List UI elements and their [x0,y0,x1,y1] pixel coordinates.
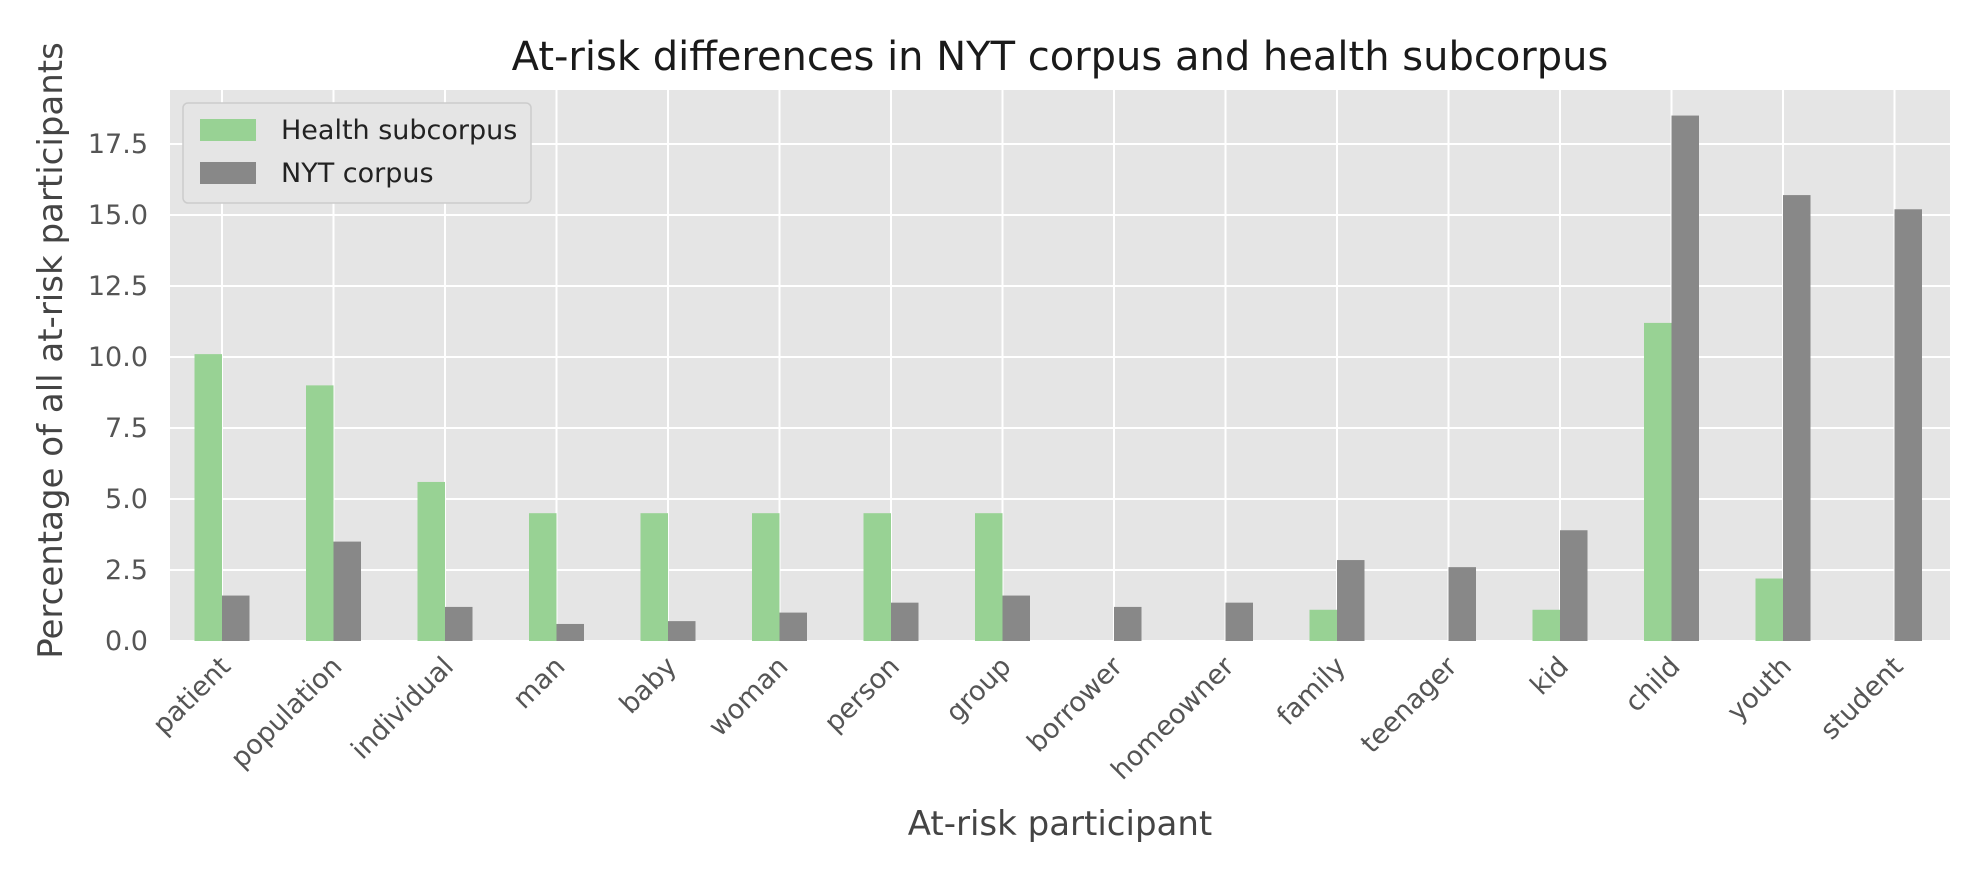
x-tick-label-woman: woman [703,651,795,743]
x-tick-label-kid: kid [1525,651,1575,701]
legend-swatch-health [200,119,256,141]
x-tick-label-baby: baby [614,651,683,720]
x-tick-label-student: student [1815,651,1910,746]
y-tick-labels: 0.0 2.5 5.0 7.5 10.0 12.5 15.0 17.5 [88,129,148,657]
bar-health-child [1644,322,1672,641]
y-tick-label: 5.0 [105,484,148,515]
bar-health-youth [1755,578,1783,641]
x-tick-label-person: person [819,651,906,738]
y-axis-label: Percentage of all at-risk participants [31,42,71,659]
y-tick-label: 10.0 [88,342,148,373]
bars [194,115,1922,641]
y-tick-label: 17.5 [88,129,148,160]
x-axis-label: At-risk participant [908,804,1213,844]
bar-health-family [1309,609,1337,641]
bar-health-group [975,513,1003,641]
bar-nyt-teenager [1448,567,1476,641]
bar-health-person [863,513,891,641]
chart-title: At-risk differences in NYT corpus and he… [512,34,1609,80]
bar-nyt-group [1002,595,1030,641]
y-tick-label: 12.5 [88,271,148,302]
x-tick-label-teenager: teenager [1355,650,1464,759]
x-tick-label-patient: patient [147,651,237,741]
bar-nyt-child [1671,115,1699,641]
legend-label-health: Health subcorpus [281,115,517,146]
bar-nyt-student [1894,209,1922,641]
bar-nyt-individual [445,606,473,641]
y-tick-label: 15.0 [88,200,148,231]
bar-nyt-person [891,602,919,641]
bar-nyt-patient [222,595,250,641]
bar-nyt-borrower [1114,606,1142,641]
x-tick-label-individual: individual [345,651,460,766]
legend-label-nyt: NYT corpus [281,158,434,189]
bar-nyt-kid [1560,530,1588,641]
bar-health-individual [417,481,445,641]
bar-nyt-youth [1783,195,1811,641]
x-tick-label-man: man [507,651,571,715]
bar-nyt-baby [668,621,696,641]
y-tick-label: 0.0 [105,626,148,657]
x-tick-label-family: family [1271,651,1352,732]
x-tick-label-child: child [1619,651,1686,718]
bar-nyt-homeowner [1225,602,1253,641]
legend-swatch-nyt [200,162,256,184]
legend: Health subcorpus NYT corpus [182,102,532,204]
y-tick-label: 7.5 [105,413,148,444]
y-tick-label: 2.5 [105,555,148,586]
x-tick-label-borrower: borrower [1021,650,1129,758]
bar-health-woman [752,513,780,641]
x-tick-label-youth: youth [1721,651,1798,728]
bar-health-population [306,385,334,641]
bar-health-man [529,513,557,641]
bar-nyt-woman [779,612,807,641]
bar-health-baby [640,513,668,641]
bar-health-patient [194,354,222,641]
bar-nyt-population [333,541,361,641]
x-tick-label-group: group [940,651,1017,728]
bar-health-kid [1532,609,1560,641]
legend-box [182,102,532,204]
bar-nyt-family [1337,560,1365,641]
x-tick-label-population: population [225,651,349,775]
bar-nyt-man [556,623,584,641]
